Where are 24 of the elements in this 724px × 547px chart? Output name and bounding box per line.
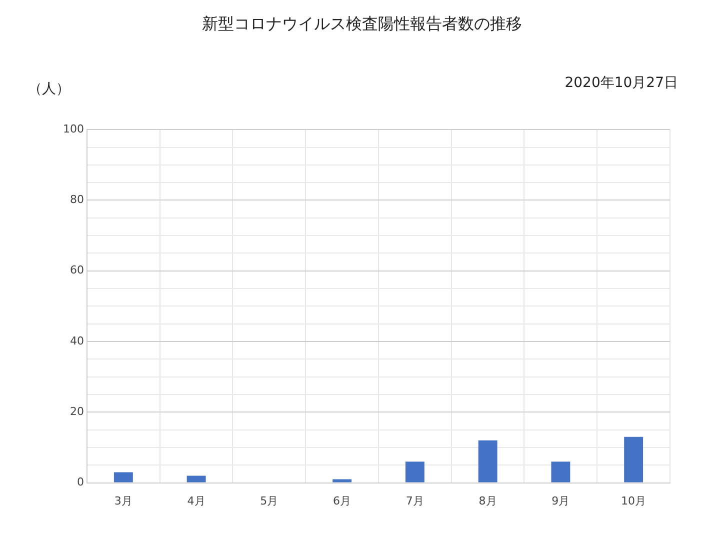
bar [551, 462, 570, 482]
text: 2020年10月27日 [564, 74, 678, 92]
x-tick-label: 9月 [552, 494, 570, 508]
y-tick-label: 0 [76, 476, 84, 489]
bar [478, 440, 498, 482]
x-tick-label: 3月 [114, 494, 132, 508]
y-tick-label: 20 [70, 405, 84, 418]
x-tick-label: 6月 [333, 494, 352, 508]
y-tick-label: 40 [70, 334, 84, 348]
bar [405, 462, 424, 482]
chart-title: 新型コロナウイルス検査陽性報告者数の推移 [201, 14, 523, 35]
x-tick-label: 8月 [478, 494, 497, 508]
y-axis-title: （人） [28, 80, 70, 98]
x-tick-label: 7月 [406, 494, 424, 508]
y-tick-label: 80 [70, 193, 84, 206]
bar [624, 436, 644, 482]
x-tick-label: 5月 [260, 494, 278, 508]
bar [114, 472, 133, 482]
x-tick-label: 4月 [187, 494, 206, 508]
bar [186, 476, 206, 482]
bar [332, 479, 352, 482]
y-tick-label: 100 [62, 122, 84, 136]
x-tick-label: 10月 [621, 494, 646, 508]
y-tick-label: 60 [70, 264, 84, 277]
